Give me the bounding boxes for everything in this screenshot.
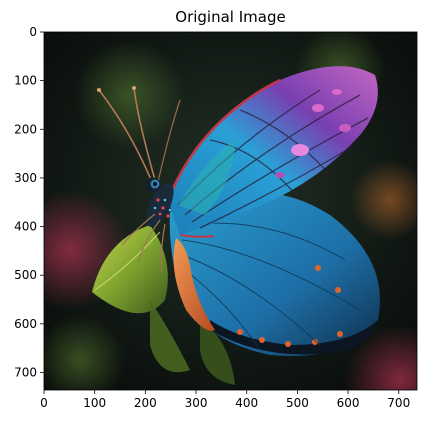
x-tick-label: 600 <box>337 396 360 410</box>
x-tick-label: 200 <box>134 396 157 410</box>
y-axis: 0 100 200 300 400 500 600 700 <box>14 25 44 379</box>
y-tick-label: 700 <box>14 365 37 379</box>
butterfly-photo <box>44 32 417 390</box>
x-tick-label: 400 <box>235 396 258 410</box>
y-tick-label: 400 <box>14 220 37 234</box>
y-tick-label: 200 <box>14 122 37 136</box>
figure-title: Original Image <box>175 8 286 26</box>
x-axis: 0 100 200 300 400 500 600 700 <box>40 390 410 410</box>
x-tick-label: 500 <box>286 396 309 410</box>
y-tick-label: 300 <box>14 171 37 185</box>
y-tick-label: 600 <box>14 317 37 331</box>
x-tick-label: 300 <box>185 396 208 410</box>
x-tick-label: 0 <box>40 396 48 410</box>
y-tick-label: 0 <box>29 25 37 39</box>
x-tick-label: 700 <box>387 396 410 410</box>
x-tick-label: 100 <box>83 396 106 410</box>
y-tick-label: 100 <box>14 74 37 88</box>
y-tick-label: 500 <box>14 268 37 282</box>
axes-frame <box>43 31 418 391</box>
